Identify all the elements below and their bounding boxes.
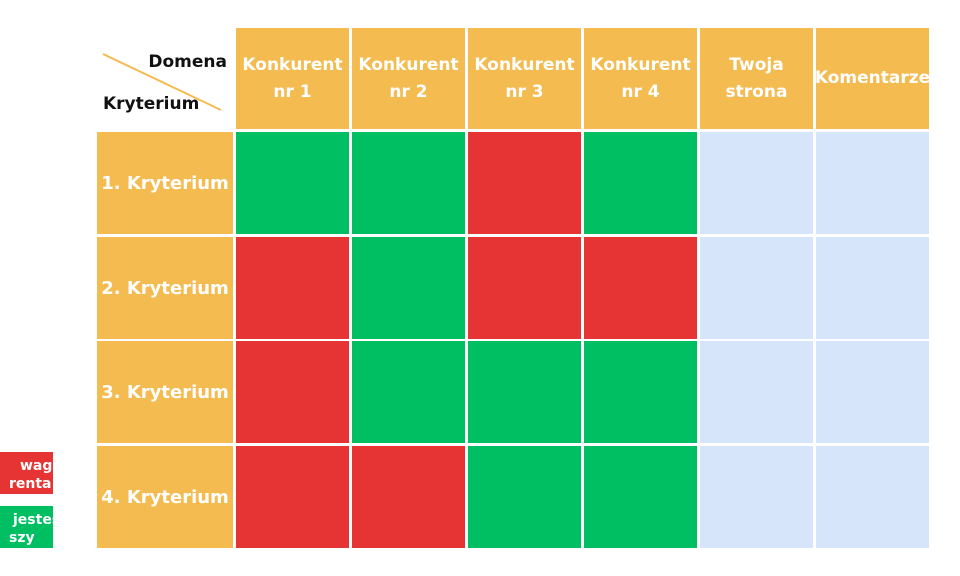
column-header-6: Komentarze bbox=[814, 28, 931, 129]
column-header-2: Konkurent nr 2 bbox=[352, 28, 465, 129]
cell-r1-c5-empty bbox=[700, 132, 813, 234]
column-header-5-line-1: Twoja bbox=[729, 54, 784, 75]
column-header-6-line-1: Komentarze bbox=[814, 68, 931, 88]
column-header-3: Konkurent nr 3 bbox=[468, 28, 581, 129]
cell-r1-c6-empty bbox=[816, 132, 929, 234]
row-header-3: 3. Kryterium bbox=[97, 341, 233, 443]
cell-r1-c1-green bbox=[236, 132, 349, 234]
column-header-1-line-1: Konkurent bbox=[242, 54, 343, 75]
column-header-1: Konkurent nr 1 bbox=[236, 28, 349, 129]
column-header-3-line-2: nr 3 bbox=[505, 81, 544, 102]
legend-item-red: waga renta bbox=[0, 452, 53, 494]
column-header-2-line-1: Konkurent bbox=[358, 54, 459, 75]
cell-r3-c3-green bbox=[468, 341, 581, 443]
cell-r1-c2-green bbox=[352, 132, 465, 234]
column-header-3-line-1: Konkurent bbox=[474, 54, 575, 75]
cell-r3-c5-empty bbox=[700, 341, 813, 443]
row-header-4: 4. Kryterium bbox=[97, 446, 233, 548]
legend-red-line-2: renta bbox=[9, 476, 52, 492]
cell-r3-c4-green bbox=[584, 341, 697, 443]
cell-r3-c1-red bbox=[236, 341, 349, 443]
cell-r2-c3-red bbox=[468, 237, 581, 339]
legend-green-line-2: szy bbox=[9, 530, 35, 546]
row-header-1: 1. Kryterium bbox=[97, 132, 233, 234]
corner-header: Domena Kryterium bbox=[97, 28, 233, 129]
corner-diagonal-line bbox=[102, 53, 222, 111]
column-header-5: Twoja strona bbox=[700, 28, 813, 129]
cell-r4-c1-red bbox=[236, 446, 349, 548]
cell-r4-c4-green bbox=[584, 446, 697, 548]
legend-green-line-1: jesteś bbox=[13, 512, 53, 528]
corner-column-label: Domena bbox=[148, 52, 227, 72]
cell-r2-c1-red bbox=[236, 237, 349, 339]
cell-r3-c2-green bbox=[352, 341, 465, 443]
cell-r1-c3-red bbox=[468, 132, 581, 234]
cell-r4-c2-red bbox=[352, 446, 465, 548]
column-header-2-line-2: nr 2 bbox=[389, 81, 428, 102]
cell-r4-c5-empty bbox=[700, 446, 813, 548]
row-header-2: 2. Kryterium bbox=[97, 237, 233, 339]
cell-r3-c6-empty bbox=[816, 341, 929, 443]
column-header-4-line-2: nr 4 bbox=[621, 81, 660, 102]
column-header-5-line-2: strona bbox=[725, 81, 788, 102]
column-header-4: Konkurent nr 4 bbox=[584, 28, 697, 129]
cell-r4-c3-green bbox=[468, 446, 581, 548]
legend-red-line-1: waga bbox=[20, 458, 53, 474]
cell-r2-c6-empty bbox=[816, 237, 929, 339]
corner-row-label: Kryterium bbox=[103, 94, 200, 114]
cell-r2-c2-green bbox=[352, 237, 465, 339]
column-header-4-line-1: Konkurent bbox=[590, 54, 691, 75]
legend-item-green: jesteś szy bbox=[0, 506, 53, 548]
cell-r2-c5-empty bbox=[700, 237, 813, 339]
cell-r1-c4-green bbox=[584, 132, 697, 234]
column-header-1-line-2: nr 1 bbox=[273, 81, 312, 102]
cell-r2-c4-red bbox=[584, 237, 697, 339]
cell-r4-c6-empty bbox=[816, 446, 929, 548]
